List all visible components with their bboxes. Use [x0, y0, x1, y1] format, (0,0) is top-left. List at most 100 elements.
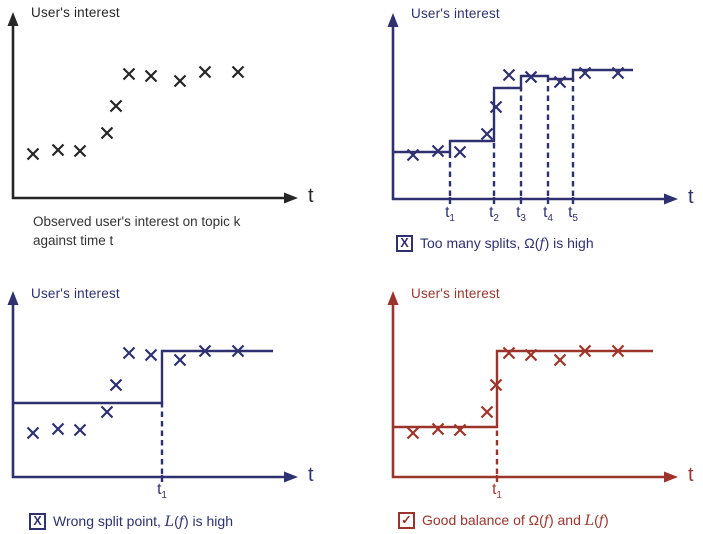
crossbox-icon: X — [396, 235, 413, 252]
panel-observed — [7, 12, 298, 204]
tick-labels: t1 — [393, 481, 678, 503]
scatter-marker-x — [489, 378, 503, 392]
caption-run: Wrong split point, — [53, 513, 165, 529]
axis-tick-label: t1 — [157, 481, 167, 502]
math-symbol: L — [584, 513, 595, 529]
scatter-marker-x — [26, 147, 40, 161]
y-axis-arrow — [7, 12, 19, 26]
scatter-marker-x — [431, 422, 445, 436]
step-function-line — [393, 349, 653, 429]
scatter-marker-x — [144, 69, 158, 83]
caption-run: Good balance of — [422, 512, 529, 528]
scatter-marker-x — [502, 68, 516, 82]
note-line: Observed user's interest on topic k — [33, 214, 241, 229]
caption-text: Good balance of Ω(f) and L(f) — [422, 512, 609, 529]
caption-run: Ω( — [524, 235, 540, 251]
scatter-marker-x — [109, 378, 123, 392]
caption-run: Too many splits, — [420, 235, 525, 251]
caption-text: Wrong split point, L(f) is high — [53, 513, 233, 530]
scatter-marker-x — [453, 423, 467, 437]
math-symbol: f — [539, 236, 545, 252]
tick-labels: t1 — [13, 481, 298, 503]
y-axis-arrow — [387, 13, 399, 27]
scatter-marker-x — [198, 65, 212, 79]
scatter-marker-x — [173, 74, 187, 88]
y-axis-arrow — [387, 291, 399, 305]
panel-too-many-splits — [387, 13, 678, 205]
scatter-marker-x — [51, 143, 65, 157]
caption-run: ( — [174, 513, 179, 529]
scatter-marker-x — [453, 145, 467, 159]
scatter-marker-x — [431, 144, 445, 158]
scatter-marker-x — [611, 344, 625, 358]
panel-title: User's interest — [411, 6, 500, 21]
x-axis-arrow — [664, 193, 678, 205]
step-function-line — [393, 68, 633, 154]
caption-run: ( — [594, 512, 599, 528]
scatter-marker-x — [578, 344, 592, 358]
scatter-marker-x — [406, 148, 420, 162]
x-axis-arrow — [284, 192, 298, 204]
scatter-marker-x — [502, 346, 516, 360]
tick-labels: t1 t2 t3 t4 t5 — [393, 204, 678, 226]
scatter-marker-x — [198, 344, 212, 358]
panel-title: User's interest — [31, 286, 120, 301]
scatter-marker-x — [100, 405, 114, 419]
step-function-line — [13, 349, 273, 405]
x-axis-label: t — [308, 464, 314, 486]
axis-tick-label: t1 — [445, 204, 455, 225]
scatter-marker-x — [578, 66, 592, 80]
scatter-marker-x — [73, 423, 87, 437]
panel-title: User's interest — [411, 286, 500, 301]
caption-wrong-split-point: X Wrong split point, L(f) is high — [29, 513, 233, 530]
scatter-marker-x — [524, 70, 538, 84]
scatter-marker-x — [231, 65, 245, 79]
scatter-marker-x — [122, 346, 136, 360]
x-axis-arrow — [284, 471, 298, 483]
panel-title: User's interest — [31, 5, 120, 20]
scatter-marker-x — [73, 144, 87, 158]
caption-too-many-splits: X Too many splits, Ω(f) is high — [396, 235, 594, 252]
scatter-marker-x — [489, 100, 503, 114]
scatter-marker-x — [51, 422, 65, 436]
scatter-marker-x — [480, 127, 494, 141]
scatter-marker-x — [122, 67, 136, 81]
math-symbol: f — [543, 513, 549, 529]
scatter-marker-x — [100, 126, 114, 140]
note-line: against time t — [33, 232, 114, 248]
scatter-marker-x — [406, 426, 420, 440]
x-axis-label: t — [308, 185, 314, 207]
observed-plot-note: Observed user's interest on topic k agai… — [33, 213, 240, 250]
axis-tick-label: t3 — [516, 204, 526, 225]
y-axis-arrow — [7, 291, 19, 305]
caption-run: ) is high — [544, 235, 594, 251]
scatter-marker-x — [231, 344, 245, 358]
x-axis-label: t — [688, 464, 694, 486]
math-symbol: L — [164, 514, 175, 530]
panel-good-balance — [387, 291, 678, 483]
scatter-marker-x — [173, 353, 187, 367]
math-symbol: f — [598, 513, 604, 529]
x-axis-label: t — [688, 186, 694, 208]
checkbox-icon: ✓ — [398, 512, 415, 529]
caption-good-balance: ✓ Good balance of Ω(f) and L(f) — [398, 512, 609, 529]
panel-wrong-split-point — [7, 291, 298, 483]
caption-run: ) — [603, 512, 609, 528]
caption-run: Ω( — [528, 512, 544, 528]
scatter-marker-x — [524, 348, 538, 362]
math-symbol: f — [178, 514, 184, 530]
axis-tick-label: t5 — [568, 204, 578, 225]
axis-tick-label: t4 — [543, 204, 553, 225]
caption-run: ) and — [548, 512, 585, 528]
crossbox-icon: X — [29, 513, 46, 530]
scatter-marker-x — [109, 99, 123, 113]
scatter-marker-x — [553, 353, 567, 367]
x-axis-arrow — [664, 471, 678, 483]
scatter-marker-x — [480, 405, 494, 419]
axis-tick-label: t2 — [489, 204, 499, 225]
scatter-marker-x — [144, 348, 158, 362]
scatter-marker-x — [553, 75, 567, 89]
scatter-marker-x — [611, 66, 625, 80]
